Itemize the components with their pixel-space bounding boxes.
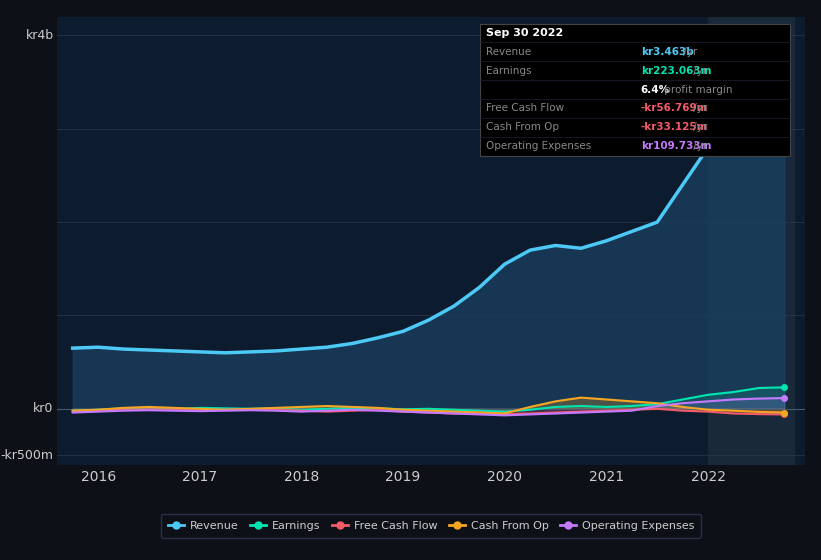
Text: kr4b: kr4b <box>25 29 53 42</box>
Text: Revenue: Revenue <box>486 47 531 57</box>
Text: /yr: /yr <box>690 141 708 151</box>
Text: kr3.463b: kr3.463b <box>641 47 694 57</box>
Text: Operating Expenses: Operating Expenses <box>486 141 591 151</box>
Text: 6.4%: 6.4% <box>641 85 670 95</box>
Legend: Revenue, Earnings, Free Cash Flow, Cash From Op, Operating Expenses: Revenue, Earnings, Free Cash Flow, Cash … <box>161 514 701 538</box>
Text: Free Cash Flow: Free Cash Flow <box>486 104 564 114</box>
Text: -kr56.769m: -kr56.769m <box>641 104 709 114</box>
Text: kr109.733m: kr109.733m <box>641 141 711 151</box>
Text: Sep 30 2022: Sep 30 2022 <box>486 28 563 38</box>
Text: profit margin: profit margin <box>661 85 732 95</box>
Text: /yr: /yr <box>690 123 708 132</box>
Text: Cash From Op: Cash From Op <box>486 123 559 132</box>
Text: Earnings: Earnings <box>486 66 532 76</box>
Text: /yr: /yr <box>681 47 698 57</box>
Text: -kr500m: -kr500m <box>1 449 53 462</box>
Text: -kr33.125m: -kr33.125m <box>641 123 709 132</box>
Text: kr0: kr0 <box>34 402 53 416</box>
Text: /yr: /yr <box>690 104 708 114</box>
Bar <box>708 17 795 465</box>
Text: kr223.063m: kr223.063m <box>641 66 711 76</box>
Text: /yr: /yr <box>690 66 708 76</box>
